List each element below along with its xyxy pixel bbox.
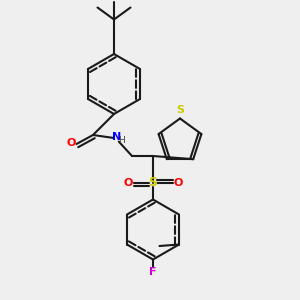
Text: S: S (148, 176, 158, 190)
Text: F: F (149, 267, 157, 278)
Text: N: N (112, 131, 121, 142)
Text: O: O (123, 178, 133, 188)
Text: S: S (176, 105, 184, 115)
Text: H: H (118, 136, 125, 145)
Text: O: O (173, 178, 183, 188)
Text: O: O (66, 138, 76, 148)
